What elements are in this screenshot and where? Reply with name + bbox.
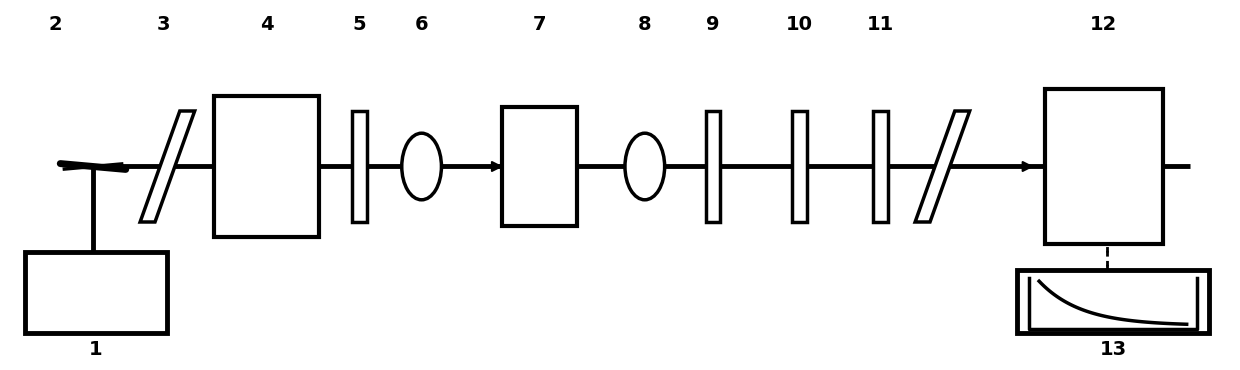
Text: 6: 6 bbox=[415, 15, 428, 34]
Text: 11: 11 bbox=[867, 15, 894, 34]
Bar bbox=[213, 96, 320, 237]
Text: 13: 13 bbox=[1100, 340, 1126, 359]
Bar bbox=[502, 107, 577, 226]
Polygon shape bbox=[915, 111, 970, 222]
Text: 1: 1 bbox=[89, 340, 103, 359]
Text: 4: 4 bbox=[260, 15, 273, 34]
Text: 8: 8 bbox=[639, 15, 651, 34]
Bar bbox=[706, 111, 720, 222]
Text: 5: 5 bbox=[353, 15, 366, 34]
Text: 10: 10 bbox=[786, 15, 813, 34]
Bar bbox=[1017, 270, 1209, 333]
Text: 2: 2 bbox=[50, 15, 62, 34]
Ellipse shape bbox=[402, 133, 441, 200]
Text: 12: 12 bbox=[1090, 15, 1117, 34]
Text: 9: 9 bbox=[707, 15, 719, 34]
Bar bbox=[873, 111, 888, 222]
Polygon shape bbox=[140, 111, 195, 222]
Text: 7: 7 bbox=[533, 15, 546, 34]
Bar bbox=[25, 252, 167, 333]
Bar bbox=[1044, 89, 1163, 244]
Text: 3: 3 bbox=[157, 15, 170, 34]
Bar bbox=[792, 111, 807, 222]
Bar bbox=[352, 111, 367, 222]
Ellipse shape bbox=[625, 133, 665, 200]
